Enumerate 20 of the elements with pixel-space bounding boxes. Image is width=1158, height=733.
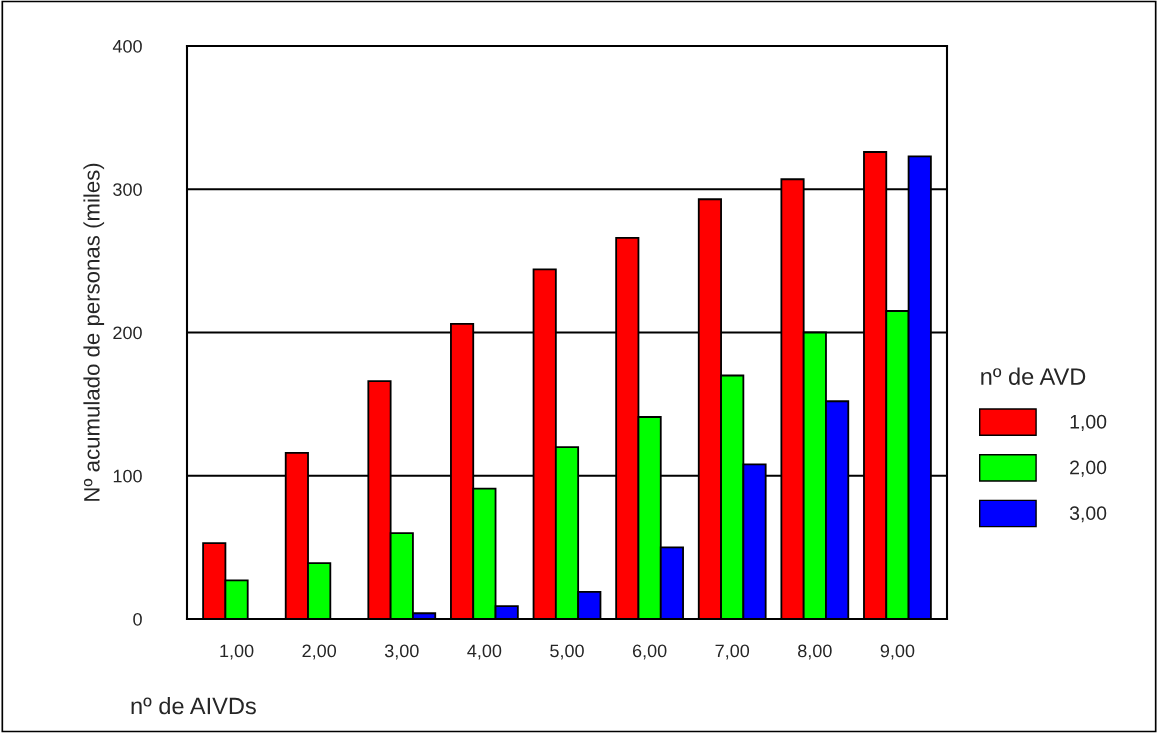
x-tick-label: 4,00	[467, 644, 502, 660]
x-tick-label: 1,00	[220, 644, 254, 660]
legend-label: 2,00	[1070, 460, 1107, 477]
y-tick-label: 300	[113, 183, 142, 196]
x-tick-label: 9,00	[880, 644, 915, 660]
x-tick-label: 7,00	[715, 644, 750, 660]
y-tick-label: 100	[113, 469, 142, 483]
x-axis-title: nº de AIVDs	[131, 696, 256, 715]
legend-label: 1,00	[1070, 414, 1107, 431]
x-tick-label: 5,00	[550, 644, 584, 660]
x-tick-label: 8,00	[798, 644, 832, 660]
y-tick-label: 200	[113, 326, 142, 340]
legend-label: 3,00	[1069, 506, 1107, 523]
y-tick-label: 0	[133, 612, 142, 626]
x-tick-label: 6,00	[632, 644, 667, 660]
legend-title: nº de AVD	[981, 367, 1086, 385]
x-tick-label: 2,00	[302, 644, 337, 660]
y-axis-title: Nº acumulado de personas (miles)	[83, 163, 105, 501]
y-tick-label: 400	[112, 39, 142, 53]
x-tick-label: 3,00	[384, 644, 419, 660]
